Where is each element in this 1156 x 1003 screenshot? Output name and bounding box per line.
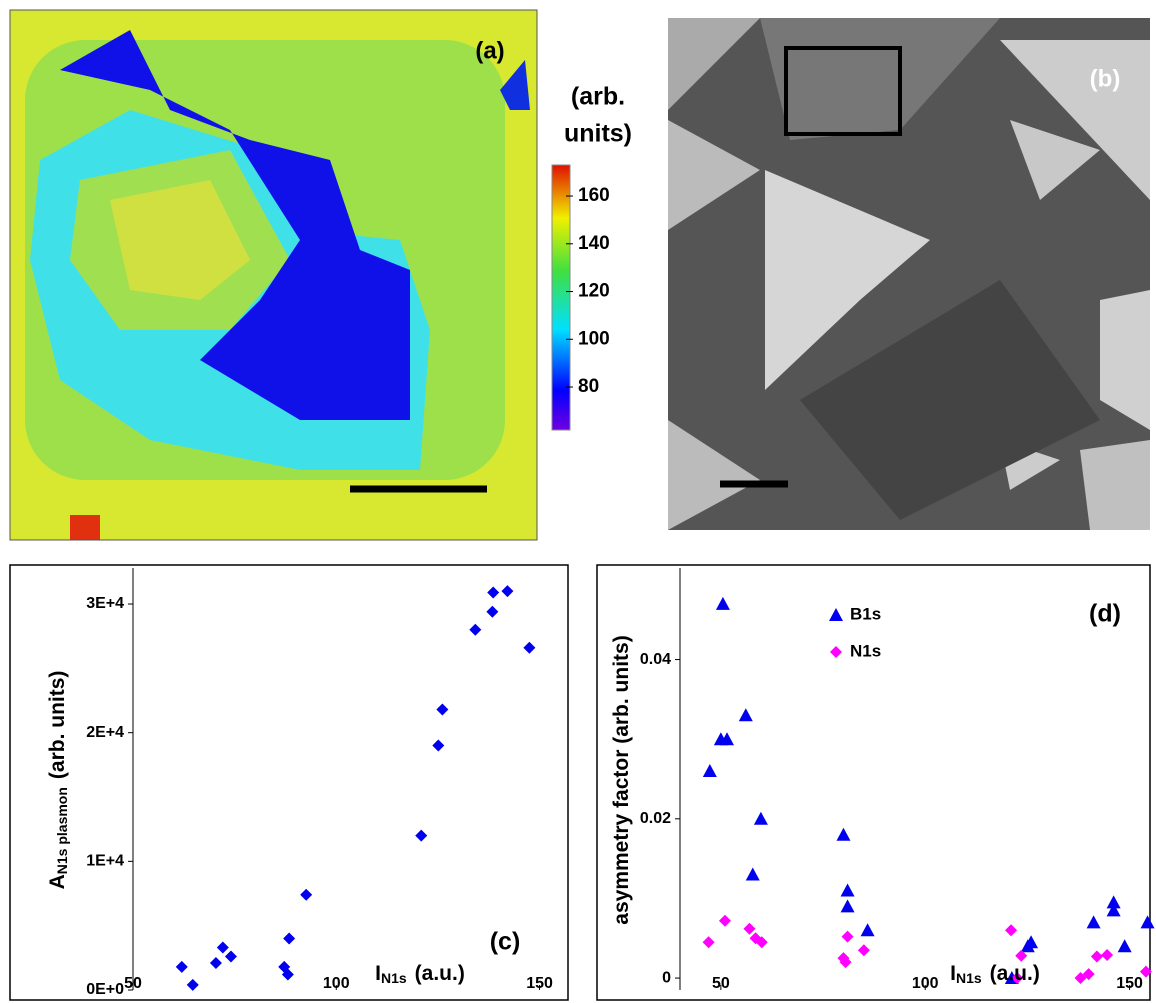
- point: [1005, 924, 1018, 937]
- point: [1106, 895, 1121, 909]
- axis-label-part: (arb. units): [46, 671, 69, 780]
- point: [523, 641, 536, 654]
- point: [839, 956, 852, 969]
- colorbar-tick-label: 140: [578, 233, 610, 254]
- point: [487, 586, 500, 599]
- point: [216, 941, 229, 954]
- y-tick-label: 0.02: [640, 810, 671, 827]
- point: [186, 978, 199, 991]
- point: [281, 968, 294, 981]
- legend-label: N1s: [850, 641, 881, 660]
- point: [1140, 915, 1155, 929]
- point: [702, 936, 715, 949]
- legend-marker: [829, 608, 843, 621]
- point: [840, 883, 855, 897]
- point: [1086, 915, 1101, 929]
- point: [715, 596, 730, 610]
- legend-marker: [830, 646, 842, 658]
- point: [415, 829, 428, 842]
- panel-label: (d): [1089, 600, 1121, 628]
- point: [836, 827, 851, 841]
- point: [432, 739, 445, 752]
- point: [436, 703, 449, 716]
- axis-label-part: I: [375, 962, 381, 985]
- x-tick-label: 100: [912, 975, 939, 992]
- y-tick-label: 1E+4: [86, 853, 124, 870]
- axis-label-part: (a.u.): [990, 962, 1040, 985]
- axis-label-part: A: [46, 874, 69, 889]
- colorbar-tick-label: 160: [578, 185, 610, 206]
- point: [469, 623, 482, 636]
- colorbar-tick-label: 120: [578, 281, 610, 302]
- axis-label-part: N1s plasmon: [54, 787, 70, 874]
- axis-label: IN1s (a.u.): [375, 962, 465, 986]
- point: [175, 960, 188, 973]
- point: [841, 930, 854, 943]
- point: [753, 811, 768, 825]
- x-tick-label: 150: [1116, 975, 1143, 992]
- point: [1090, 950, 1103, 963]
- point: [1011, 972, 1024, 985]
- x-tick-label: 150: [526, 975, 553, 992]
- point: [1082, 968, 1095, 981]
- y-tick-label: 0.04: [640, 651, 671, 668]
- colorbar-label: (arb.: [571, 83, 625, 111]
- panel-label: (b): [1090, 65, 1121, 92]
- point: [718, 914, 731, 927]
- point: [1101, 948, 1114, 961]
- point: [738, 708, 753, 722]
- point: [486, 605, 499, 618]
- point: [224, 950, 237, 963]
- point: [755, 936, 768, 949]
- point: [860, 923, 875, 937]
- axis-label: IN1s (a.u.): [950, 962, 1040, 986]
- sem-image: [668, 18, 1150, 530]
- legend-label: B1s: [850, 604, 881, 623]
- axis-label: AN1s plasmon (arb. units): [46, 671, 70, 890]
- axis-label: asymmetry factor (arb. units): [610, 635, 633, 924]
- point: [743, 922, 756, 935]
- point: [720, 732, 734, 746]
- point: [300, 888, 313, 901]
- point: [1117, 939, 1132, 953]
- colorbar-tick-label: 100: [578, 328, 610, 349]
- panel-frame: [9, 564, 569, 1001]
- y-tick-label: 0E+0: [86, 981, 124, 998]
- x-tick-label: 50: [124, 975, 142, 992]
- axis-label-part: (a.u.): [415, 962, 465, 985]
- panel-label: (a): [475, 37, 504, 64]
- axis-label-part: asymmetry factor (arb. units): [610, 635, 633, 924]
- point: [857, 944, 870, 957]
- panel-label: (c): [490, 928, 521, 956]
- point: [501, 585, 514, 598]
- y-tick-label: 0: [662, 969, 671, 986]
- axis-label-part: N1s: [956, 970, 982, 986]
- y-tick-label: 2E+4: [86, 724, 124, 741]
- point: [1106, 903, 1121, 917]
- point: [1074, 972, 1087, 985]
- x-tick-label: 50: [712, 975, 730, 992]
- panel-frame: [596, 564, 1151, 1001]
- x-tick-label: 100: [323, 975, 350, 992]
- point: [1024, 935, 1039, 949]
- point: [745, 867, 760, 881]
- point: [702, 764, 717, 778]
- axis-label-part: N1s: [381, 970, 407, 986]
- point: [283, 932, 296, 945]
- axis-label-part: I: [950, 962, 956, 985]
- map-image: [9, 9, 538, 541]
- point: [840, 899, 855, 913]
- colorbar-label: units): [564, 120, 632, 148]
- colorbar-tick-label: 80: [578, 376, 599, 397]
- point: [1015, 949, 1028, 962]
- colorbar: [551, 164, 571, 431]
- y-tick-label: 3E+4: [86, 595, 124, 612]
- point: [1139, 965, 1152, 978]
- point: [209, 956, 222, 969]
